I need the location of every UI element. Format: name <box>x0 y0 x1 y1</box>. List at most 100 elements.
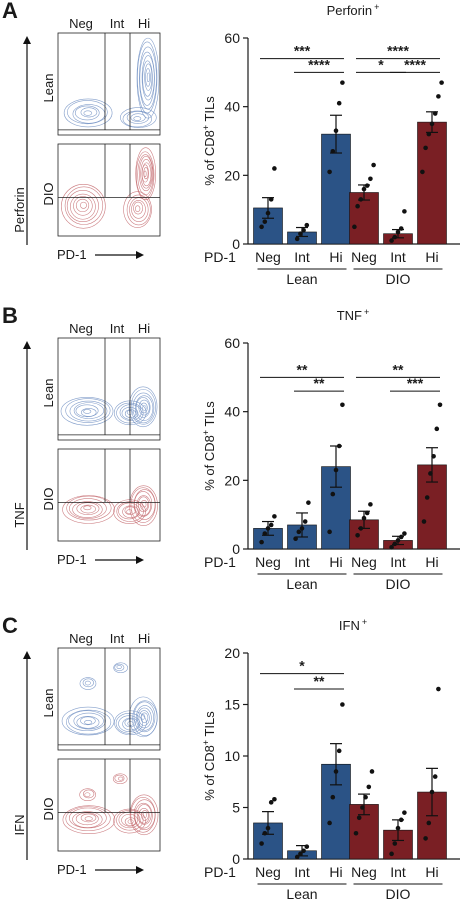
facs-y-label: IFN <box>12 815 27 836</box>
series-dio: Neg Int Hi DIO <box>349 80 447 287</box>
contour-blob <box>123 191 152 228</box>
contour-blob <box>141 164 149 183</box>
chart-title: IFN + <box>339 617 367 633</box>
contour-blob <box>136 495 151 516</box>
data-point <box>304 222 310 228</box>
data-point <box>358 526 364 531</box>
gate-label: Neg <box>69 16 93 31</box>
x-tick-label: Hi <box>329 864 342 880</box>
data-point <box>398 534 404 540</box>
contour-blob <box>68 807 107 829</box>
data-point <box>368 176 373 182</box>
arrow-head <box>23 36 31 44</box>
group-label: Lean <box>286 886 317 902</box>
x-tick-label: Neg <box>351 554 377 570</box>
contour-blob <box>80 813 97 823</box>
data-point <box>327 169 332 175</box>
facs-plot-dio: DIO <box>41 143 161 237</box>
data-point <box>298 851 303 857</box>
data-point <box>327 820 332 826</box>
contour-blob <box>70 193 96 220</box>
contour-blob <box>135 147 157 201</box>
facs-row-label: Lean <box>41 689 56 718</box>
data-point <box>294 236 300 242</box>
contour-blob <box>130 487 156 523</box>
contour-blob <box>138 807 150 824</box>
contour-blob <box>133 201 144 215</box>
contour-blob <box>61 183 106 229</box>
contour-blob <box>60 396 114 426</box>
data-point <box>395 538 401 543</box>
gate-label: Neg <box>69 321 93 336</box>
data-point <box>426 131 432 137</box>
data-point <box>355 532 360 538</box>
contour-blob <box>114 663 125 672</box>
x-row-label: PD-1 <box>204 554 236 570</box>
contour-blob <box>113 499 146 524</box>
contour-blob <box>83 505 92 511</box>
contour-blob <box>79 677 97 690</box>
data-point <box>327 529 332 535</box>
data-point <box>421 519 427 524</box>
contour-blob <box>74 105 100 121</box>
data-point <box>423 145 428 151</box>
facs-x-label: PD-1 <box>57 862 87 877</box>
contour-blob <box>80 201 87 209</box>
facs-plot-frame <box>57 337 161 441</box>
x-tick-label: Neg <box>255 864 281 880</box>
data-point <box>265 825 271 831</box>
contour-blob <box>129 794 159 836</box>
data-point <box>361 186 367 192</box>
data-point <box>363 794 368 800</box>
y-axis-label: % of CD8+ TILs <box>201 401 217 491</box>
data-point <box>353 830 359 836</box>
facs-x-label: PD-1 <box>57 552 87 567</box>
data-point <box>434 426 440 432</box>
data-point <box>439 80 444 85</box>
data-point <box>304 844 310 849</box>
contour-blob <box>129 485 158 526</box>
data-point <box>428 471 433 476</box>
facs-plot-lean: Lean <box>41 337 161 441</box>
data-point <box>336 443 342 449</box>
significance-label: *** <box>407 375 424 391</box>
data-point <box>352 224 357 230</box>
contour-blob <box>130 113 146 122</box>
facs-plot-lean: Lean <box>41 32 161 136</box>
contour-blob <box>82 678 94 688</box>
contour-blob <box>138 710 150 726</box>
y-tick-label: 40 <box>224 99 240 115</box>
facs-panel-B: Neg Int Hi Lean DIO TNF PD-1 <box>12 321 161 567</box>
contour-blob <box>64 186 104 225</box>
contour-blob <box>80 716 96 726</box>
data-point <box>259 539 264 545</box>
data-point <box>265 210 271 216</box>
contour-blob <box>135 397 151 418</box>
significance-label: ** <box>314 673 325 689</box>
contour-blob <box>142 60 153 97</box>
contour-blob <box>84 680 91 686</box>
contour-blob <box>137 496 150 513</box>
significance-label: ** <box>297 361 308 377</box>
panel-letter: C <box>2 613 18 638</box>
contour-blob <box>84 720 93 725</box>
bar <box>417 121 447 245</box>
facs-plot-frame <box>57 448 161 542</box>
data-point <box>294 854 300 860</box>
data-point <box>268 522 274 528</box>
gate-label: Hi <box>138 631 150 646</box>
data-point <box>361 515 367 521</box>
contour-blob <box>143 170 147 178</box>
facs-panel-A: Neg Int Hi Lean DIO Perforin PD-1 <box>12 16 161 262</box>
data-point <box>437 402 443 408</box>
contour-blob <box>76 716 100 729</box>
contour-blob <box>69 400 108 422</box>
contour-blob <box>132 700 158 737</box>
data-point <box>429 121 435 127</box>
contour-blob <box>118 811 141 829</box>
data-point <box>395 229 401 235</box>
x-tick-label: Int <box>390 249 406 265</box>
data-point <box>272 166 277 171</box>
data-point <box>340 80 345 85</box>
contour-blob <box>132 392 155 424</box>
